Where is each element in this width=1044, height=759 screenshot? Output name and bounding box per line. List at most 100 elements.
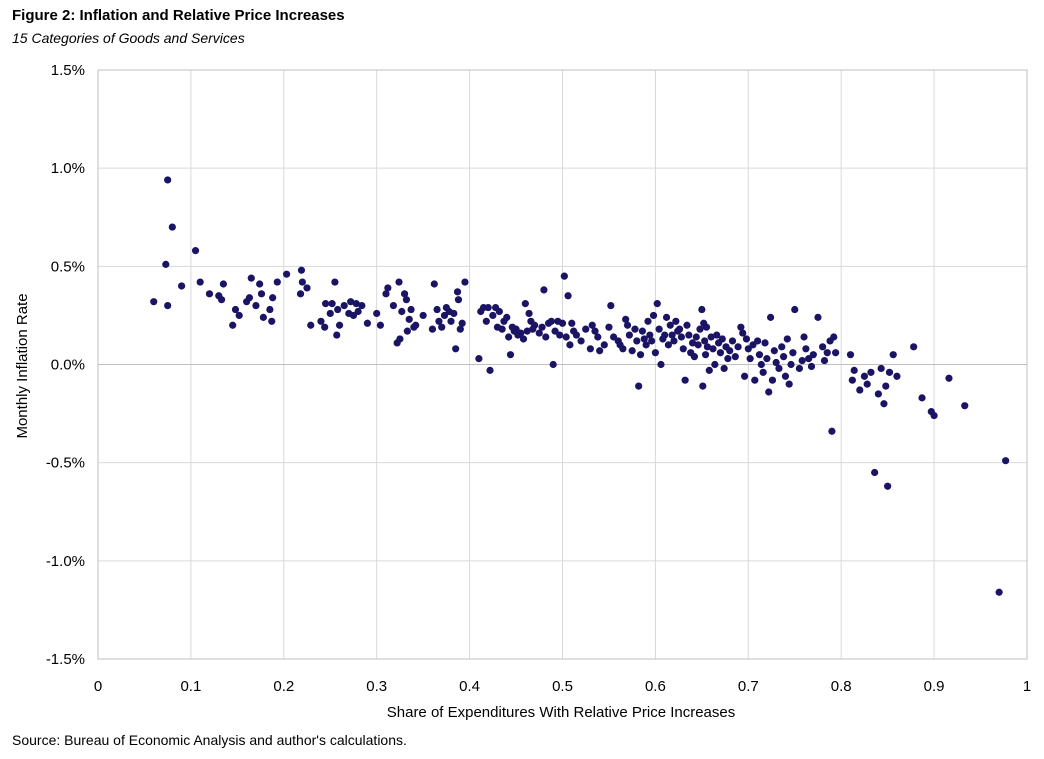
data-point — [456, 325, 464, 333]
data-point — [396, 335, 404, 343]
data-point — [1002, 457, 1010, 465]
data-point — [568, 319, 576, 327]
data-point — [648, 337, 656, 345]
data-point — [452, 345, 460, 353]
x-axis-ticks: 0 0.1 0.2 0.3 0.4 0.5 0.6 0.7 0.8 0.9 1 — [94, 678, 1031, 695]
data-point — [562, 333, 570, 341]
data-point — [720, 364, 728, 373]
data-point — [229, 321, 237, 329]
data-point — [800, 333, 808, 341]
x-tick-label: 0.8 — [831, 678, 852, 695]
data-point — [791, 305, 799, 314]
data-point — [664, 341, 673, 349]
data-point — [298, 278, 306, 286]
data-point — [642, 341, 650, 349]
x-tick-label: 1 — [1023, 678, 1031, 695]
data-point — [495, 307, 503, 316]
data-point — [874, 390, 882, 398]
data-point — [882, 382, 890, 390]
y-axis-ticks: 1.5% 1.0% 0.5% 0.0% -0.5% -1.0% -1.5% — [46, 62, 85, 668]
data-point — [521, 300, 529, 308]
data-point — [269, 294, 277, 302]
data-point — [625, 331, 633, 339]
data-point — [282, 270, 291, 278]
data-point — [789, 349, 797, 357]
data-point — [376, 321, 385, 329]
data-point — [247, 274, 255, 282]
data-point — [164, 176, 172, 184]
data-point — [558, 319, 567, 327]
x-tick-label: 0.5 — [552, 678, 573, 695]
y-tick-label: 0.0% — [51, 357, 85, 374]
data-point — [572, 331, 581, 339]
data-point — [398, 307, 406, 316]
data-point — [354, 307, 362, 316]
data-point — [588, 321, 596, 329]
y-tick-label: 0.5% — [51, 258, 85, 275]
data-point — [622, 315, 630, 323]
data-point — [326, 309, 334, 318]
data-point — [594, 333, 602, 341]
data-point — [655, 325, 663, 333]
data-point — [772, 358, 780, 367]
data-point — [331, 278, 339, 286]
data-point — [256, 280, 264, 288]
data-point — [503, 313, 511, 321]
data-point — [322, 300, 330, 308]
data-point — [657, 360, 665, 369]
data-point — [162, 260, 170, 268]
data-point — [638, 327, 646, 335]
y-tick-label: -0.5% — [46, 455, 85, 472]
data-point — [860, 372, 869, 380]
data-point — [644, 317, 652, 325]
data-point — [702, 323, 711, 331]
data-point — [523, 327, 531, 335]
data-point — [688, 339, 697, 347]
data-point — [191, 247, 200, 255]
data-point — [405, 315, 413, 323]
data-point — [798, 356, 806, 365]
data-point — [307, 321, 315, 329]
data-point — [519, 335, 528, 343]
data-point — [716, 349, 725, 357]
data-point — [781, 372, 790, 380]
data-point — [819, 343, 827, 351]
data-point — [785, 380, 793, 388]
data-point — [683, 321, 691, 329]
data-point — [317, 317, 325, 325]
data-point — [765, 388, 773, 396]
data-point — [856, 386, 864, 394]
data-point — [340, 302, 348, 310]
data-point — [685, 331, 693, 339]
data-point — [219, 280, 228, 288]
data-point — [389, 302, 398, 310]
data-point — [820, 356, 829, 365]
data-point — [675, 325, 684, 333]
data-point — [705, 366, 713, 374]
data-point — [333, 331, 341, 339]
data-point — [740, 372, 749, 380]
data-point — [205, 290, 214, 298]
data-point — [770, 347, 778, 355]
data-point — [321, 323, 329, 331]
data-point — [257, 290, 266, 298]
data-point — [164, 302, 172, 310]
data-point — [517, 329, 525, 337]
data-point — [807, 362, 816, 371]
chart-subtitle: 15 Categories of Goods and Services — [12, 30, 245, 46]
data-point — [447, 317, 455, 325]
data-points — [150, 176, 1010, 596]
data-point — [178, 282, 186, 290]
data-point — [731, 353, 739, 361]
data-point — [633, 337, 641, 345]
y-tick-label: -1.0% — [46, 553, 85, 570]
data-point — [328, 300, 336, 308]
data-point — [412, 321, 420, 329]
data-point — [653, 300, 661, 308]
data-point — [245, 294, 254, 302]
data-point — [694, 341, 702, 349]
data-point — [607, 302, 615, 310]
gridlines — [97, 69, 1028, 660]
data-point — [577, 337, 585, 345]
